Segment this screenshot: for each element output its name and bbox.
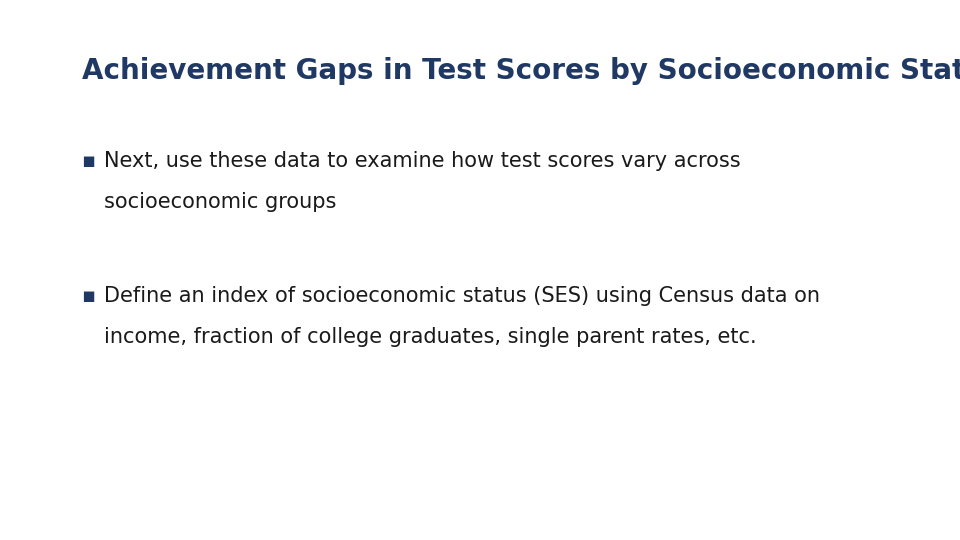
Text: Define an index of socioeconomic status (SES) using Census data on: Define an index of socioeconomic status … <box>104 286 820 306</box>
Text: income, fraction of college graduates, single parent rates, etc.: income, fraction of college graduates, s… <box>104 327 756 347</box>
Text: Next, use these data to examine how test scores vary across: Next, use these data to examine how test… <box>104 151 740 171</box>
Text: socioeconomic groups: socioeconomic groups <box>104 192 336 212</box>
Text: ▪: ▪ <box>82 151 96 171</box>
Text: Achievement Gaps in Test Scores by Socioeconomic Status: Achievement Gaps in Test Scores by Socio… <box>82 57 960 85</box>
Text: ▪: ▪ <box>82 286 96 306</box>
